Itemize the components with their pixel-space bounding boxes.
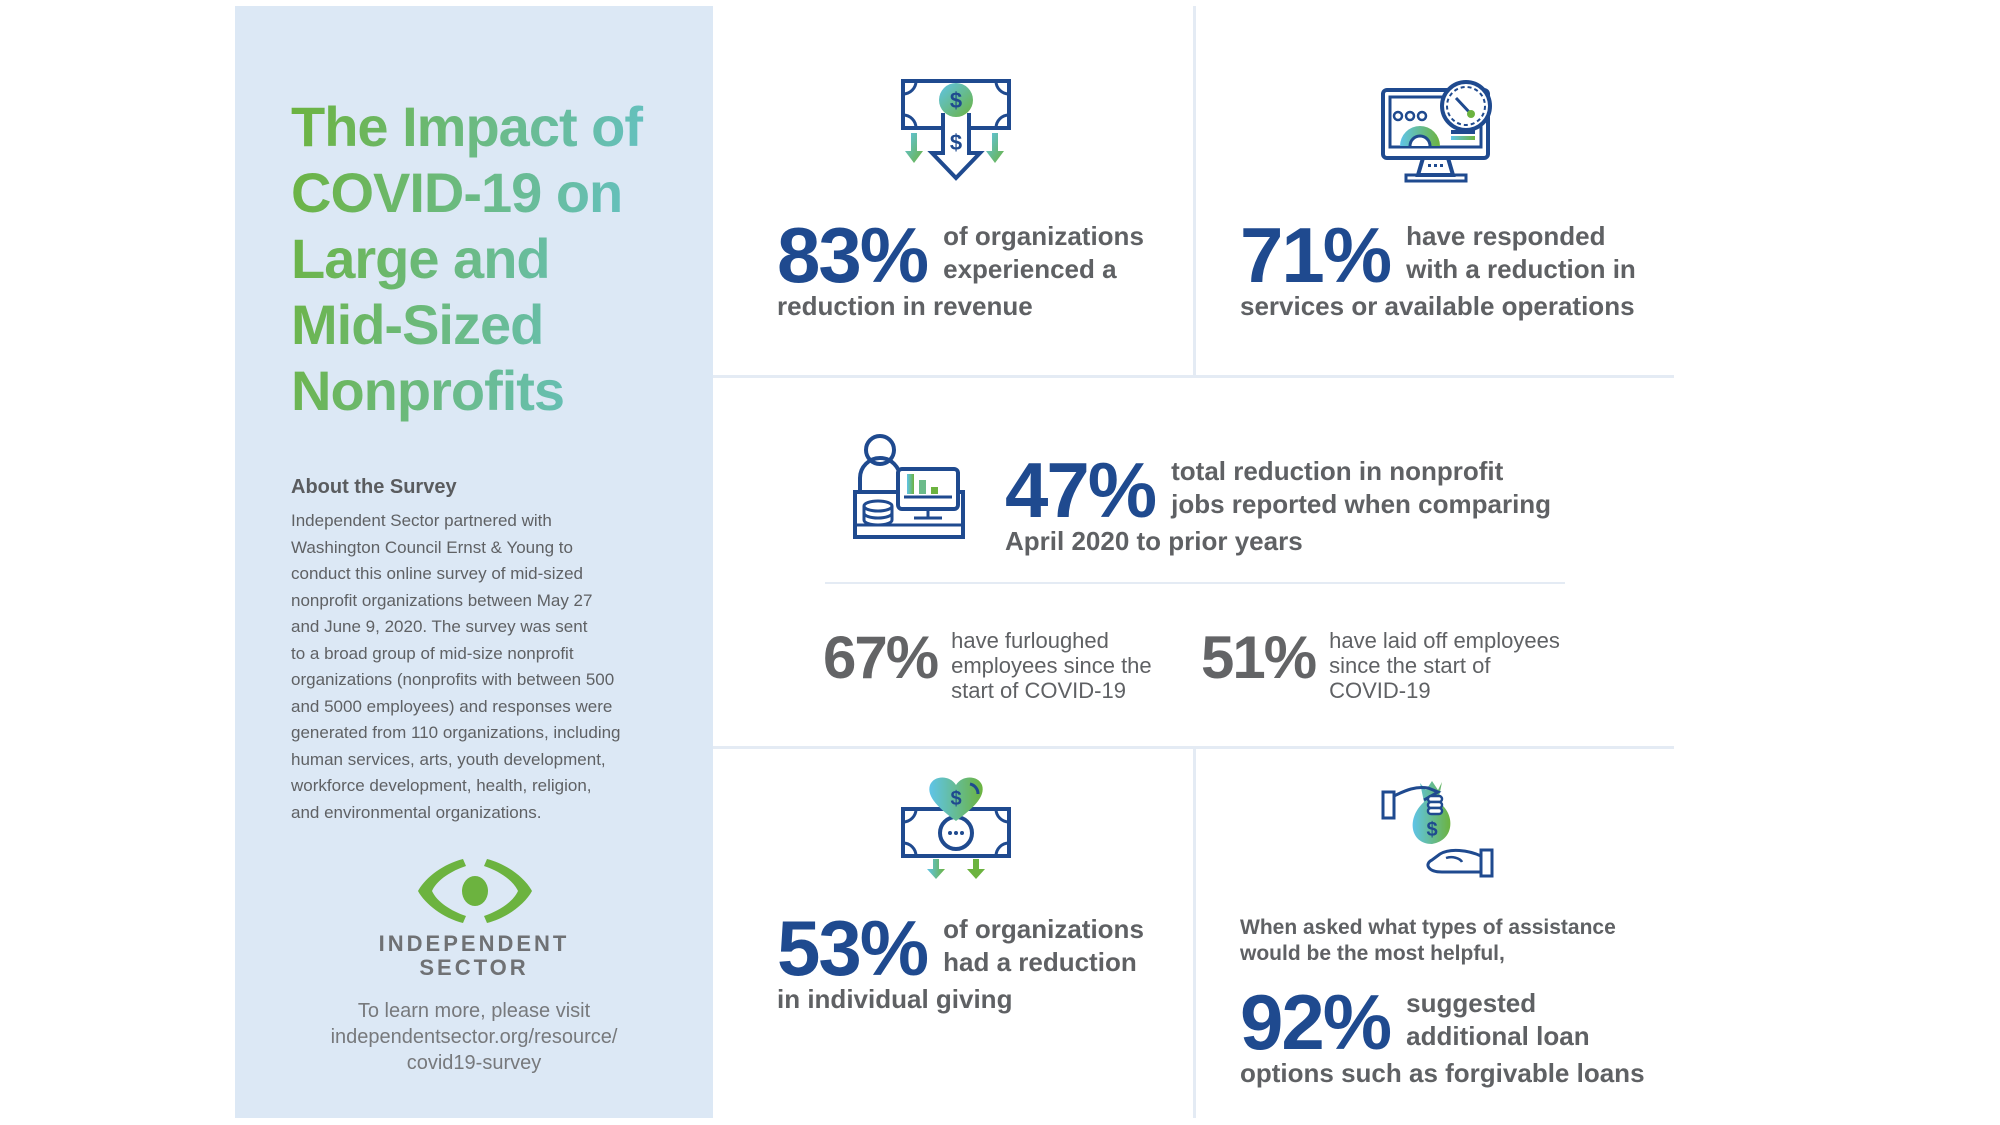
about-line: workforce development, health, religion, (291, 776, 592, 795)
stat-laid-off: 51% have laid off employees since the st… (1201, 624, 1601, 704)
stat-line: experienced a (943, 254, 1117, 284)
about-line: and June 9, 2020. The survey was sent (291, 617, 588, 636)
svg-text:$: $ (950, 788, 961, 810)
stat-revenue: 83% of organizations experienced a reduc… (777, 211, 1177, 323)
stat-line: have furloughed (951, 628, 1109, 653)
stat-line: in individual giving (777, 984, 1013, 1014)
stat-line: would be the most helpful, (1240, 942, 1505, 965)
stat-furloughed: 67% have furloughed employees since the … (823, 624, 1183, 704)
stat-loans: When asked what types of assistance woul… (1240, 915, 1670, 1090)
stat-value: 83% (777, 211, 929, 299)
stat-value: 92% (1240, 978, 1392, 1066)
svg-text:$: $ (950, 88, 962, 113)
stat-line: of organizations (943, 914, 1144, 944)
page-title: The Impact of COVID-19 on Large and Mid-… (291, 94, 711, 424)
hand-money-bag-icon: $ (1381, 781, 1494, 878)
learn-more-url[interactable]: covid19-survey (406, 1052, 542, 1074)
about-heading: About the Survey (291, 476, 457, 498)
learn-more-line: To learn more, please visit (357, 1000, 591, 1022)
stat-line: with a reduction in (1406, 254, 1636, 284)
stat-line: services or available operations (1240, 291, 1635, 321)
stat-description: have furloughed employees since the star… (823, 628, 1183, 703)
stat-line: have responded (1406, 221, 1606, 251)
about-line: and 5000 employees) and responses were (291, 696, 613, 716)
stat-value: 51% (1201, 624, 1317, 691)
stat-line: suggested (1406, 988, 1537, 1018)
stat-line: April 2020 to prior years (1005, 526, 1303, 556)
stat-line: total reduction in nonprofit (1171, 456, 1504, 486)
svg-text:$: $ (950, 130, 962, 155)
stat-description: have laid off employees since the start … (1201, 628, 1601, 703)
stat-description: of organizations experienced a reduction… (777, 220, 1177, 323)
about-line: conduct this online survey of mid-sized (291, 564, 583, 583)
title-line: Large and (291, 227, 550, 290)
stat-line: employees since the (951, 653, 1152, 678)
money-down-icon: $ $ (901, 79, 1011, 181)
stat-line: start of COVID-19 (951, 678, 1126, 703)
about-line: generated from 110 organizations, includ… (291, 723, 621, 742)
title-line: Nonprofits (291, 359, 565, 422)
stat-line: options such as forgivable loans (1240, 1058, 1645, 1088)
stat-description: total reduction in nonprofit jobs report… (1005, 455, 1605, 558)
stat-description: of organizations had a reduction in indi… (777, 913, 1177, 1016)
about-line: human services, arts, youth development, (291, 749, 606, 769)
stat-description: suggested additional loan options such a… (1240, 987, 1670, 1090)
logo-line: INDEPENDENT (378, 931, 570, 956)
stat-value: 47% (1005, 446, 1157, 534)
stat-line: since the start of (1329, 653, 1491, 678)
stat-line: When asked what types of assistance (1240, 916, 1616, 939)
stat-description: have responded with a reduction in servi… (1240, 220, 1670, 323)
learn-more-link[interactable]: To learn more, please visit independents… (235, 998, 713, 1076)
title-line: Mid-Sized (291, 293, 544, 356)
stat-value: 71% (1240, 211, 1392, 299)
about-line: nonprofit organizations between May 27 (291, 590, 593, 610)
stat-line: had a reduction (943, 947, 1137, 977)
learn-more-url[interactable]: independentsector.org/resource/ (330, 1026, 618, 1048)
stat-line: have laid off employees (1329, 628, 1560, 653)
stat-intro: When asked what types of assistance woul… (1240, 915, 1670, 967)
stat-value: 53% (777, 904, 929, 992)
about-line: Washington Council Ernst & Young to (291, 537, 573, 557)
stat-line: COVID-19 (1329, 678, 1431, 703)
svg-text:$: $ (1426, 819, 1437, 841)
about-text: Independent Sector partnered with Washin… (291, 508, 691, 826)
stat-giving: 53% of organizations had a reduction in … (777, 904, 1177, 1016)
heart-money-icon: $ (901, 777, 1011, 879)
title-line: COVID-19 on (291, 161, 623, 224)
sidebar: The Impact of COVID-19 on Large and Mid-… (235, 6, 713, 1118)
about-line: and environmental organizations. (291, 802, 542, 822)
logo-line: SECTOR (419, 955, 529, 980)
about-line: to a broad group of mid-size nonprofit (291, 643, 574, 663)
divider-inner (825, 582, 1565, 584)
divider-horizontal-top (713, 375, 1674, 378)
about-line: organizations (nonprofits with between 5… (291, 670, 615, 689)
monitor-gauge-icon (1381, 80, 1492, 183)
stat-jobs: 47% total reduction in nonprofit jobs re… (1005, 446, 1605, 558)
divider-vertical-top (1193, 6, 1196, 376)
stat-line: additional loan (1406, 1021, 1590, 1051)
logo-wordmark: INDEPENDENT SECTOR (235, 932, 713, 980)
stat-line: reduction in revenue (777, 291, 1033, 321)
stat-value: 67% (823, 624, 939, 691)
title-line: The Impact of (291, 95, 643, 158)
worker-desk-icon (853, 434, 965, 539)
stat-line: of organizations (943, 221, 1144, 251)
divider-vertical-bottom (1193, 749, 1196, 1118)
about-line: Independent Sector partnered with (291, 511, 552, 530)
stat-services: 71% have responded with a reduction in s… (1240, 211, 1670, 323)
stat-line: jobs reported when comparing (1171, 489, 1552, 519)
divider-horizontal-bottom (713, 746, 1674, 749)
independent-sector-eye-logo-icon (418, 859, 532, 923)
